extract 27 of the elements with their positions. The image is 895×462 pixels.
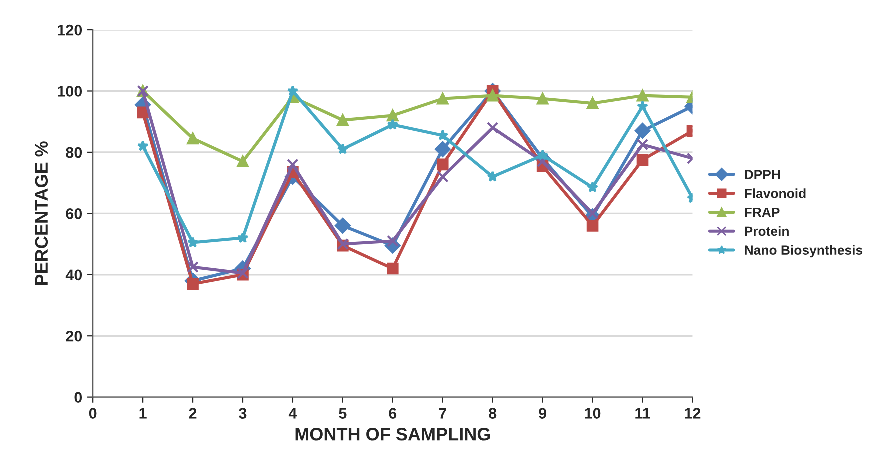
x-tick-label: 6 [389,408,397,419]
x-tick-label: 2 [189,408,197,419]
y-tick-label: 20 [66,330,82,342]
x-tick-label: 1 [140,408,147,419]
y-tick-label: 40 [66,270,82,281]
x-tick-label: 4 [288,408,298,419]
x-tick-label: 3 [239,408,247,419]
y-axis-title: PERCENTAGE % [35,142,48,286]
x-tick-label: 11 [636,408,650,419]
legend-label: Flavonoid [745,188,806,198]
x-tick-label: 0 [89,408,97,419]
y-tick-label: 0 [74,392,82,404]
x-tick-label: 9 [539,408,546,419]
y-tick-label: 80 [66,147,82,158]
x-tick-label: 7 [439,408,446,419]
x-tick-label: 12 [685,408,701,419]
legend-label: Protein [745,226,789,236]
x-tick-label: 5 [339,408,347,419]
y-tick-label: 120 [58,24,82,36]
x-tick-label: 10 [585,408,601,419]
x-axis-title: MONTH OF SAMPLING [296,428,490,441]
legend-label: DPPH [745,170,780,180]
legend-label: FRAP [745,208,780,218]
y-tick-label: 100 [58,86,82,97]
y-tick-label: 60 [66,208,82,220]
legend-label: Nano Biosynthesis [745,245,863,258]
x-tick-label: 8 [489,408,497,419]
